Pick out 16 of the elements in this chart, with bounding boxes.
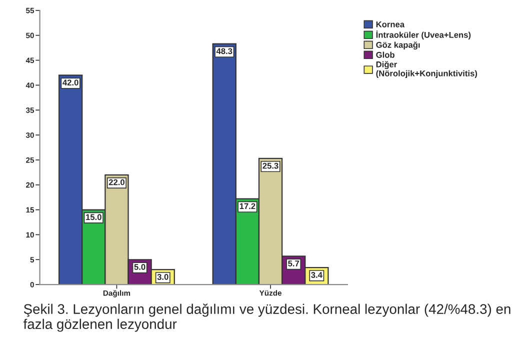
legend-label: Kornea [376,22,405,28]
legend-label: Diğer (Nörolojik+Konjunktivitis) [376,61,478,78]
data-label: 5.7 [288,260,300,266]
data-label: 17.2 [240,203,256,210]
legend-label: Göz kapağı [376,42,420,50]
legend-label: İntraoküler (Uvea+Lens) [376,30,471,40]
text: Şekil 3. Lezyonların genel dağılımı ve yüzdesi. Korneal lezyonlar (42/%48.3) en fazla gözlenen lezyondur [23,304,510,332]
data-label: 15.0 [86,214,102,220]
data-label: 48.3 [216,48,232,54]
data-label: 3.0 [157,274,168,280]
data-label: 5.0 [134,264,146,270]
data-label: 42.0 [62,80,78,86]
legend-label: Glob [376,52,394,58]
data-label: 22.0 [108,179,124,186]
data-label: 3.4 [311,272,322,278]
data-label: 25.3 [262,162,278,169]
